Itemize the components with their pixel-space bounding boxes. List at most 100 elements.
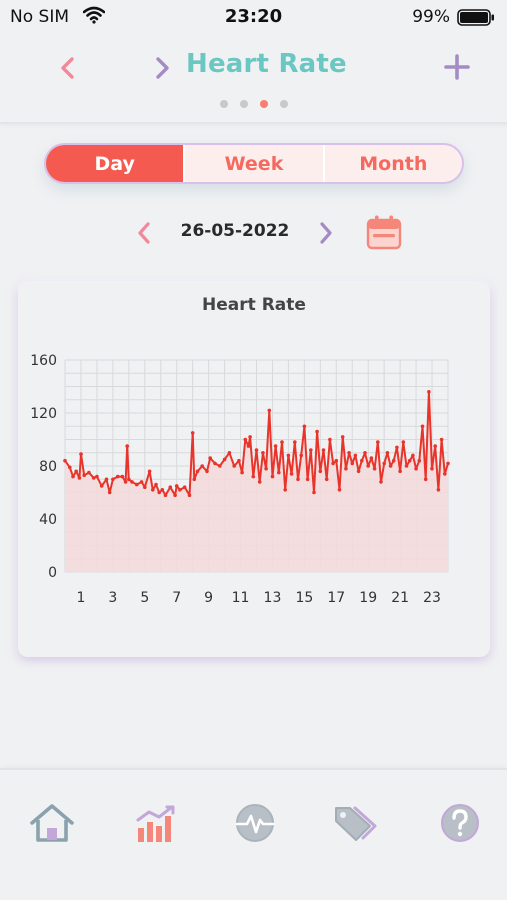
heart-rate-point <box>157 490 161 495</box>
heart-rate-point <box>363 451 367 455</box>
heart-rate-point <box>208 456 212 460</box>
heart-rate-point <box>385 451 390 455</box>
heart-rate-point <box>200 464 204 468</box>
heart-rate-point <box>246 444 251 448</box>
help-icon[interactable] <box>436 802 484 844</box>
previous-date-chevron-icon[interactable] <box>134 220 154 246</box>
heart-rate-area <box>65 391 448 572</box>
heart-rate-point <box>135 482 139 487</box>
heart-rate-point <box>195 469 200 474</box>
heart-rate-point <box>74 469 78 474</box>
heart-rate-point <box>163 493 168 497</box>
bar-chart-icon[interactable] <box>132 802 180 844</box>
page-dot <box>279 100 288 108</box>
next-date-chevron-icon[interactable] <box>316 220 336 246</box>
y-tick-label: 40 <box>39 512 57 528</box>
heart-rate-point <box>350 461 355 466</box>
chart-title: Heart Rate <box>202 295 306 315</box>
heart-rate-point <box>99 484 104 488</box>
heart-rate-point <box>436 488 441 492</box>
back-chevron-icon[interactable] <box>54 54 80 82</box>
heart-rate-point <box>328 437 332 442</box>
heart-rate-point <box>423 477 428 482</box>
heartbeat-icon[interactable] <box>231 802 279 844</box>
heart-rate-point <box>178 488 182 492</box>
calendar-icon[interactable] <box>366 214 402 250</box>
heart-rate-point <box>376 440 380 444</box>
plus-icon[interactable] <box>443 53 471 81</box>
y-tick-label: 80 <box>39 459 57 475</box>
heart-rate-point <box>270 474 275 479</box>
y-tick-label: 120 <box>30 406 57 422</box>
page-dot <box>219 100 228 108</box>
x-tick-label: 21 <box>391 590 409 606</box>
heart-rate-point <box>283 488 288 492</box>
heart-rate-point <box>267 408 272 413</box>
heart-rate-point <box>315 429 319 434</box>
segment-week[interactable]: Week <box>183 145 322 182</box>
heart-rate-point <box>87 470 91 475</box>
clock: 23:20 <box>224 6 283 27</box>
heart-rate-point <box>277 470 281 475</box>
heart-rate-point <box>414 466 418 471</box>
heart-rate-chart-card: Heart Rate 0 40 80 120 160 1 3 5 7 9 11 13 15 17 19 21 2… <box>18 281 490 657</box>
x-tick-label: 5 <box>140 590 149 606</box>
heart-rate-point <box>299 453 304 458</box>
segment-month[interactable]: Month <box>322 145 462 182</box>
heart-rate-point <box>372 466 377 471</box>
heart-rate-point <box>111 477 115 482</box>
carrier-label: No SIM <box>10 7 69 27</box>
heart-rate-point <box>240 470 244 475</box>
heart-rate-point <box>182 485 187 489</box>
heart-rate-point <box>237 458 241 463</box>
segment-day[interactable]: Day <box>46 145 184 182</box>
heart-rate-point <box>95 474 99 479</box>
heart-rate-point <box>174 484 179 488</box>
heart-rate-point <box>68 465 72 470</box>
heart-rate-point <box>123 480 128 484</box>
forward-chevron-icon[interactable] <box>150 54 176 82</box>
heart-rate-point <box>347 451 351 455</box>
heart-rate-point <box>334 458 339 463</box>
heart-rate-point <box>104 477 109 482</box>
heart-rate-point <box>79 452 83 456</box>
heart-rate-point <box>168 485 173 489</box>
heart-rate-point <box>213 461 217 466</box>
heart-rate-point <box>173 493 177 497</box>
heart-rate-point <box>125 444 129 448</box>
bottom-tab-bar <box>0 768 507 900</box>
heart-rate-point <box>232 464 236 468</box>
x-tick-label: 9 <box>204 590 213 606</box>
heart-rate-point <box>289 472 294 476</box>
page-title: Heart Rate <box>186 49 347 79</box>
x-tick-label: 3 <box>108 590 117 606</box>
heart-rate-point <box>147 469 152 474</box>
heart-rate-point <box>151 488 155 492</box>
date-label: 26-05-2022 <box>180 221 290 241</box>
page-indicator <box>0 100 507 108</box>
home-icon[interactable] <box>28 802 76 844</box>
heart-rate-point <box>430 466 434 471</box>
heart-rate-point <box>324 477 329 482</box>
tags-icon[interactable] <box>333 802 381 844</box>
heart-rate-point <box>417 458 422 463</box>
heart-rate-point <box>443 472 447 476</box>
y-tick-label: 0 <box>48 565 57 581</box>
heart-rate-point <box>360 458 364 463</box>
heart-rate-point <box>120 474 125 479</box>
heart-rate-point <box>286 453 291 458</box>
heart-rate-point <box>398 469 402 474</box>
heart-rate-point <box>77 476 82 480</box>
heart-rate-point <box>154 482 158 487</box>
heart-rate-point <box>273 444 278 448</box>
heart-rate-point <box>309 448 313 452</box>
heart-rate-point <box>71 474 75 479</box>
heart-rate-point <box>296 477 300 482</box>
page-dot <box>239 100 248 108</box>
heart-rate-point <box>337 488 342 492</box>
heart-rate-point <box>261 451 265 455</box>
heart-rate-point <box>218 464 222 468</box>
heart-rate-point <box>446 461 450 466</box>
